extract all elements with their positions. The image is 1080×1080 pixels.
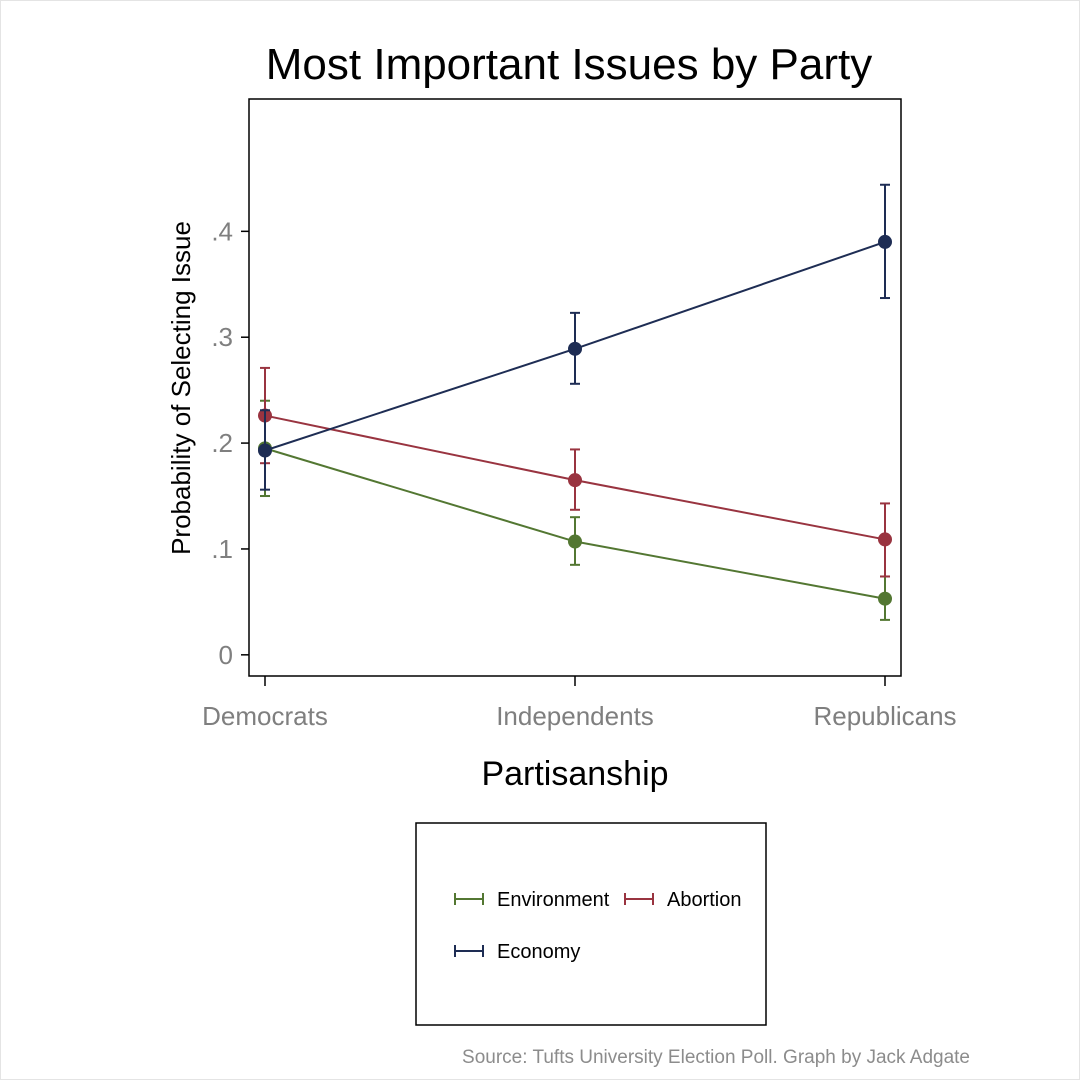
x-axis: Democrats Independents Republicans [202, 676, 957, 731]
y-tick-label: 0 [219, 640, 233, 670]
y-axis: 0 .1 .2 .3 .4 [211, 216, 249, 670]
series-layer [258, 183, 892, 621]
data-point [258, 443, 272, 458]
data-point [568, 534, 582, 549]
y-tick-label: .3 [211, 322, 233, 352]
legend [415, 822, 767, 1026]
data-point [878, 234, 892, 249]
y-tick-label: .2 [211, 428, 233, 458]
data-point [878, 532, 892, 547]
legend-label: Environment [497, 889, 610, 911]
x-tick-label: Republicans [813, 701, 956, 731]
chart-title: Most Important Issues by Party [266, 40, 872, 89]
series-economy [258, 183, 892, 491]
y-tick-label: .1 [211, 534, 233, 564]
data-point [568, 341, 582, 356]
y-axis-title: Probability of Selecting Issue [166, 221, 196, 555]
plot-area [248, 98, 902, 677]
data-point [878, 591, 892, 606]
x-tick-label: Democrats [202, 701, 328, 731]
legend-item-economy: Economy [454, 941, 580, 963]
legend-item-abortion: Abortion [624, 889, 742, 911]
legend-label: Economy [497, 941, 580, 963]
series-abortion [258, 366, 892, 578]
x-tick-label: Independents [496, 701, 654, 731]
data-point [568, 473, 582, 488]
legend-label: Abortion [667, 889, 742, 911]
legend-items: Environment Abortion Economy [454, 889, 742, 963]
source-note: Source: Tufts University Election Poll. … [462, 1047, 970, 1068]
x-axis-title: Partisanship [481, 755, 668, 793]
y-tick-label: .4 [211, 216, 233, 246]
legend-item-environment: Environment [454, 889, 610, 911]
